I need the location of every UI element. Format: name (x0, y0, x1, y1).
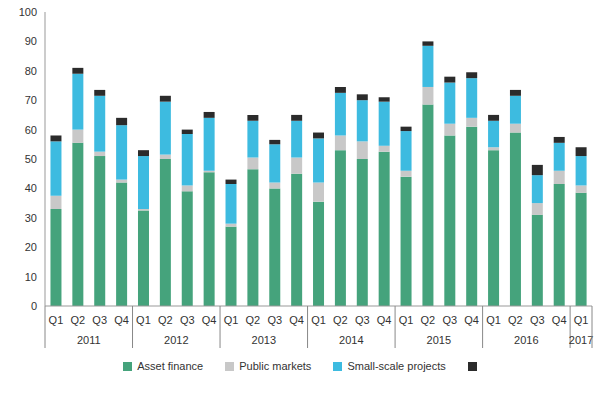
svg-text:30: 30 (25, 212, 37, 224)
svg-text:Q1: Q1 (399, 314, 414, 326)
svg-text:2016: 2016 (514, 334, 538, 346)
svg-text:20: 20 (25, 241, 37, 253)
svg-text:Q2: Q2 (421, 314, 436, 326)
html-text:Asset finance: Asset finance (137, 360, 204, 372)
svg-text:80: 80 (25, 65, 37, 77)
svg-text:Q4: Q4 (552, 314, 567, 326)
svg-text:90: 90 (25, 35, 37, 47)
svg-text:2011: 2011 (77, 334, 101, 346)
svg-text:Q3: Q3 (355, 314, 370, 326)
svg-text:Q1: Q1 (49, 314, 64, 326)
svg-text:2013: 2013 (252, 334, 276, 346)
svg-text:2017: 2017 (569, 334, 592, 346)
svg-text:Q3: Q3 (92, 314, 107, 326)
svg-text:Q2: Q2 (158, 314, 173, 326)
svg-text:Q2: Q2 (246, 314, 261, 326)
svg-text:Q1: Q1 (136, 314, 151, 326)
svg-text:40: 40 (25, 182, 37, 194)
svg-text:Q1: Q1 (574, 314, 589, 326)
svg-text:Q3: Q3 (267, 314, 282, 326)
svg-text:Q4: Q4 (377, 314, 392, 326)
svg-text:2015: 2015 (427, 334, 451, 346)
svg-text:Q4: Q4 (289, 314, 304, 326)
svg-text:2012: 2012 (164, 334, 188, 346)
svg-text:Q1: Q1 (224, 314, 239, 326)
svg-text:60: 60 (25, 124, 37, 136)
svg-text:Q4: Q4 (464, 314, 479, 326)
svg-text:0: 0 (31, 300, 37, 312)
svg-text:Q1: Q1 (486, 314, 501, 326)
svg-text:100: 100 (19, 6, 37, 18)
svg-text:Q1: Q1 (311, 314, 326, 326)
html-text:Small-scale projects: Small-scale projects (347, 360, 446, 372)
svg-text:Q3: Q3 (180, 314, 195, 326)
svg-text:Q2: Q2 (508, 314, 523, 326)
svg-text:Q2: Q2 (70, 314, 85, 326)
html-text:Public markets: Public markets (239, 360, 312, 372)
svg-text:2014: 2014 (339, 334, 363, 346)
svg-text:70: 70 (25, 94, 37, 106)
svg-text:Q3: Q3 (530, 314, 545, 326)
svg-text:Q4: Q4 (114, 314, 129, 326)
svg-text:10: 10 (25, 271, 37, 283)
svg-text:50: 50 (25, 153, 37, 165)
svg-text:Q2: Q2 (333, 314, 348, 326)
svg-text:Q4: Q4 (202, 314, 217, 326)
svg-text:Q3: Q3 (442, 314, 457, 326)
